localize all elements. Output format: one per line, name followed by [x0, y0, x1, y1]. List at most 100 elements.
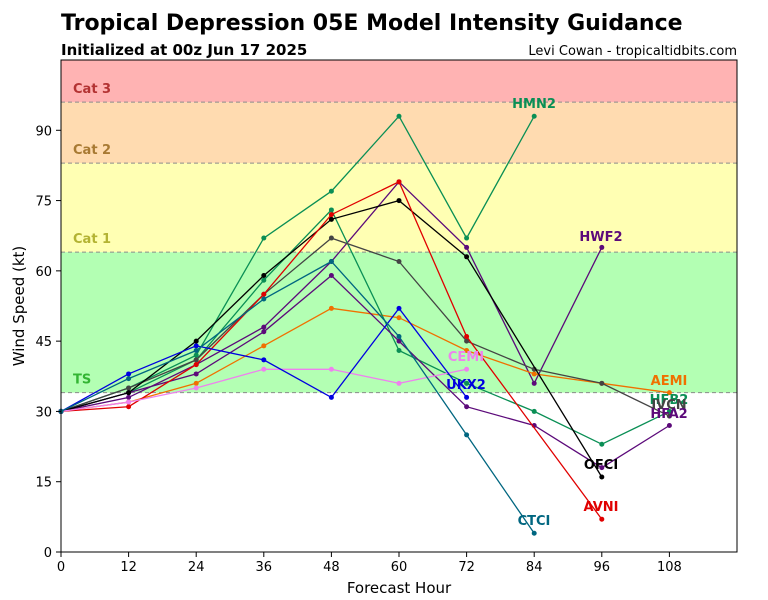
series-label-ofci: OFCI [584, 458, 618, 473]
data-point-ukx2 [126, 371, 132, 377]
series-label-ukx2: UKX2 [446, 378, 486, 393]
data-point-aemi [396, 315, 402, 321]
chart-subtitle: Initialized at 00z Jun 17 2025 [61, 41, 307, 59]
x-tick-label: 108 [657, 560, 682, 575]
y-tick-label: 30 [35, 405, 52, 420]
band-label-cat-2: Cat 2 [73, 143, 111, 158]
y-tick-label: 0 [44, 546, 52, 561]
data-point-ctci [328, 258, 334, 264]
data-point-avni [464, 333, 470, 339]
series-label-avni: AVNI [584, 500, 619, 515]
series-line-hmn2 [60, 115, 535, 413]
x-axis-label: Forecast Hour [347, 579, 452, 597]
series-label-hfb2: HFB2 [650, 393, 689, 408]
band-cat-1 [61, 163, 737, 253]
y-tick-label: 60 [35, 265, 52, 280]
series-line-ivcn [60, 237, 670, 417]
data-point-hwf2 [464, 244, 470, 250]
data-point-avni [261, 291, 267, 297]
series-label-hwf2: HWF2 [579, 230, 622, 245]
band-label-cat-1: Cat 1 [73, 232, 111, 247]
series-line-aemi [60, 307, 670, 413]
band-label-cat-3: Cat 3 [73, 82, 111, 97]
data-point-avni [126, 404, 132, 410]
data-point-ivcn [328, 235, 334, 241]
data-point-ctci [261, 296, 267, 302]
x-tick-label: 96 [594, 560, 611, 575]
data-point-hfa2 [261, 329, 267, 335]
data-point-hfb2 [531, 408, 537, 414]
data-point-cemi [328, 366, 334, 372]
x-tick-label: 0 [57, 560, 65, 575]
data-point-hmn2 [261, 235, 267, 241]
data-point-ofci [396, 198, 402, 204]
data-point-cemi [464, 366, 470, 372]
data-point-ivcn [126, 385, 132, 391]
data-point-hwf2 [531, 380, 537, 386]
data-point-cemi [261, 366, 267, 372]
data-point-ukx2 [261, 357, 267, 363]
data-point-ctci [396, 333, 402, 339]
chart-credit: Levi Cowan - tropicaltidbits.com [528, 44, 737, 59]
data-point-hfb2 [666, 408, 672, 414]
series-line-ofci [60, 199, 603, 478]
data-point-avni [328, 212, 334, 218]
data-point-cemi [126, 399, 132, 405]
series-label-hfa2: HFA2 [650, 407, 687, 422]
data-point-hfa2 [396, 338, 402, 344]
y-tick-label: 15 [35, 476, 52, 491]
data-point-hfa2 [193, 371, 199, 377]
data-point-ivcn [396, 258, 402, 264]
y-tick-label: 75 [35, 195, 52, 210]
band-cat-3 [61, 60, 737, 103]
data-point-hwf2 [261, 324, 267, 330]
data-point-cemi [193, 385, 199, 391]
data-point-hwf2 [599, 244, 605, 250]
data-point-ukx2 [328, 394, 334, 400]
data-point-ofci [261, 273, 267, 279]
data-point-ofci [464, 254, 470, 260]
data-point-aemi [261, 343, 267, 349]
data-point-hwf2 [126, 394, 132, 400]
data-point-hfa2 [328, 273, 334, 279]
data-point-aemi [666, 390, 672, 396]
data-point-hfb2 [464, 380, 470, 386]
data-point-hmn2 [531, 113, 537, 119]
data-point-hmn2 [193, 352, 199, 358]
data-point-ivcn [599, 380, 605, 386]
band-label-ts: TS [73, 373, 91, 388]
x-tick-label: 84 [526, 560, 543, 575]
y-axis-label: Wind Speed (kt) [10, 246, 28, 367]
data-point-ofci [193, 338, 199, 344]
data-point-cemi [396, 380, 402, 386]
data-point-aemi [464, 348, 470, 354]
series-line-hfa2 [60, 274, 670, 469]
x-axis: 0 12 24 36 48 60 72 84 96 108 [57, 552, 682, 575]
y-axis: 0 15 30 45 60 75 90 [35, 124, 61, 561]
data-point-aemi [531, 371, 537, 377]
x-tick-label: 48 [323, 560, 340, 575]
data-point-ivcn [464, 338, 470, 344]
data-point-ctci [126, 376, 132, 382]
data-point-avni [599, 516, 605, 522]
series-label-ivcn: IVCN [651, 398, 686, 413]
series-label-ctci: CTCI [518, 514, 551, 529]
data-point-hfb2 [396, 348, 402, 354]
data-point-ukx2 [396, 305, 402, 311]
y-tick-label: 90 [35, 124, 52, 139]
data-point-hfb2 [328, 207, 334, 213]
series-label-aemi: AEMI [651, 374, 688, 389]
data-point-aemi [193, 380, 199, 386]
data-point-hfa2 [599, 465, 605, 471]
data-point-ukx2 [193, 343, 199, 349]
data-point-ivcn [666, 413, 672, 419]
data-point-hmn2 [328, 188, 334, 194]
series-label-hmn2: HMN2 [512, 97, 556, 112]
y-tick-label: 45 [35, 335, 52, 350]
data-point-avni [396, 179, 402, 185]
x-tick-label: 36 [256, 560, 273, 575]
series-label-cemi: CEMI [448, 350, 484, 365]
data-point-ofci [126, 390, 132, 396]
